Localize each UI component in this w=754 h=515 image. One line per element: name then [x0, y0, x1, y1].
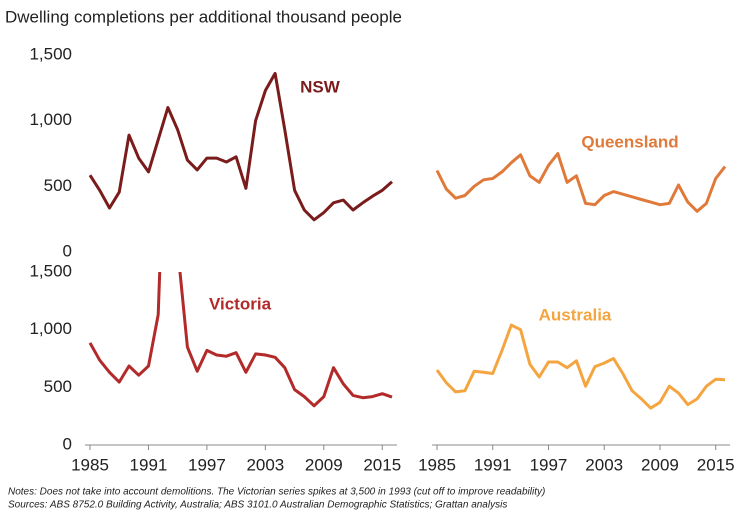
- y-tick-label: 500: [44, 176, 72, 195]
- x-tick-label: 2009: [641, 455, 679, 474]
- x-tick-label: 2015: [697, 455, 735, 474]
- series-label: Victoria: [209, 294, 272, 313]
- chart-title: Dwelling completions per additional thou…: [5, 7, 402, 26]
- series-line: [435, 323, 726, 410]
- y-tick-label: 0: [63, 241, 72, 260]
- x-tick-label: 1991: [130, 455, 168, 474]
- series-label: NSW: [300, 77, 341, 96]
- series-line: [435, 152, 727, 213]
- series-label: Queensland: [581, 132, 678, 151]
- y-tick-label: 1,000: [29, 319, 72, 338]
- x-tick-label: 1985: [71, 455, 109, 474]
- y-tick-label: 0: [63, 434, 72, 453]
- series-label: Australia: [539, 305, 612, 324]
- x-tick-label: 2003: [585, 455, 623, 474]
- x-tick-label: 1991: [474, 455, 512, 474]
- y-tick-label: 1,500: [29, 261, 72, 280]
- x-tick-label: 1997: [530, 455, 568, 474]
- y-tick-label: 1,500: [29, 44, 72, 63]
- y-tick-label: 1,000: [29, 110, 72, 129]
- series-line: [88, 272, 393, 408]
- x-tick-label: 1997: [188, 455, 226, 474]
- x-tick-label: 2003: [246, 455, 284, 474]
- series-line: [88, 71, 393, 222]
- x-tick-label: 2009: [305, 455, 343, 474]
- sources: Sources: ABS 8752.0 Building Activity, A…: [8, 500, 507, 511]
- x-tick-label: 2015: [363, 455, 401, 474]
- x-tick-label: 1985: [418, 455, 456, 474]
- notes: Notes: Does not take into account demoli…: [8, 487, 545, 498]
- y-tick-label: 500: [44, 377, 72, 396]
